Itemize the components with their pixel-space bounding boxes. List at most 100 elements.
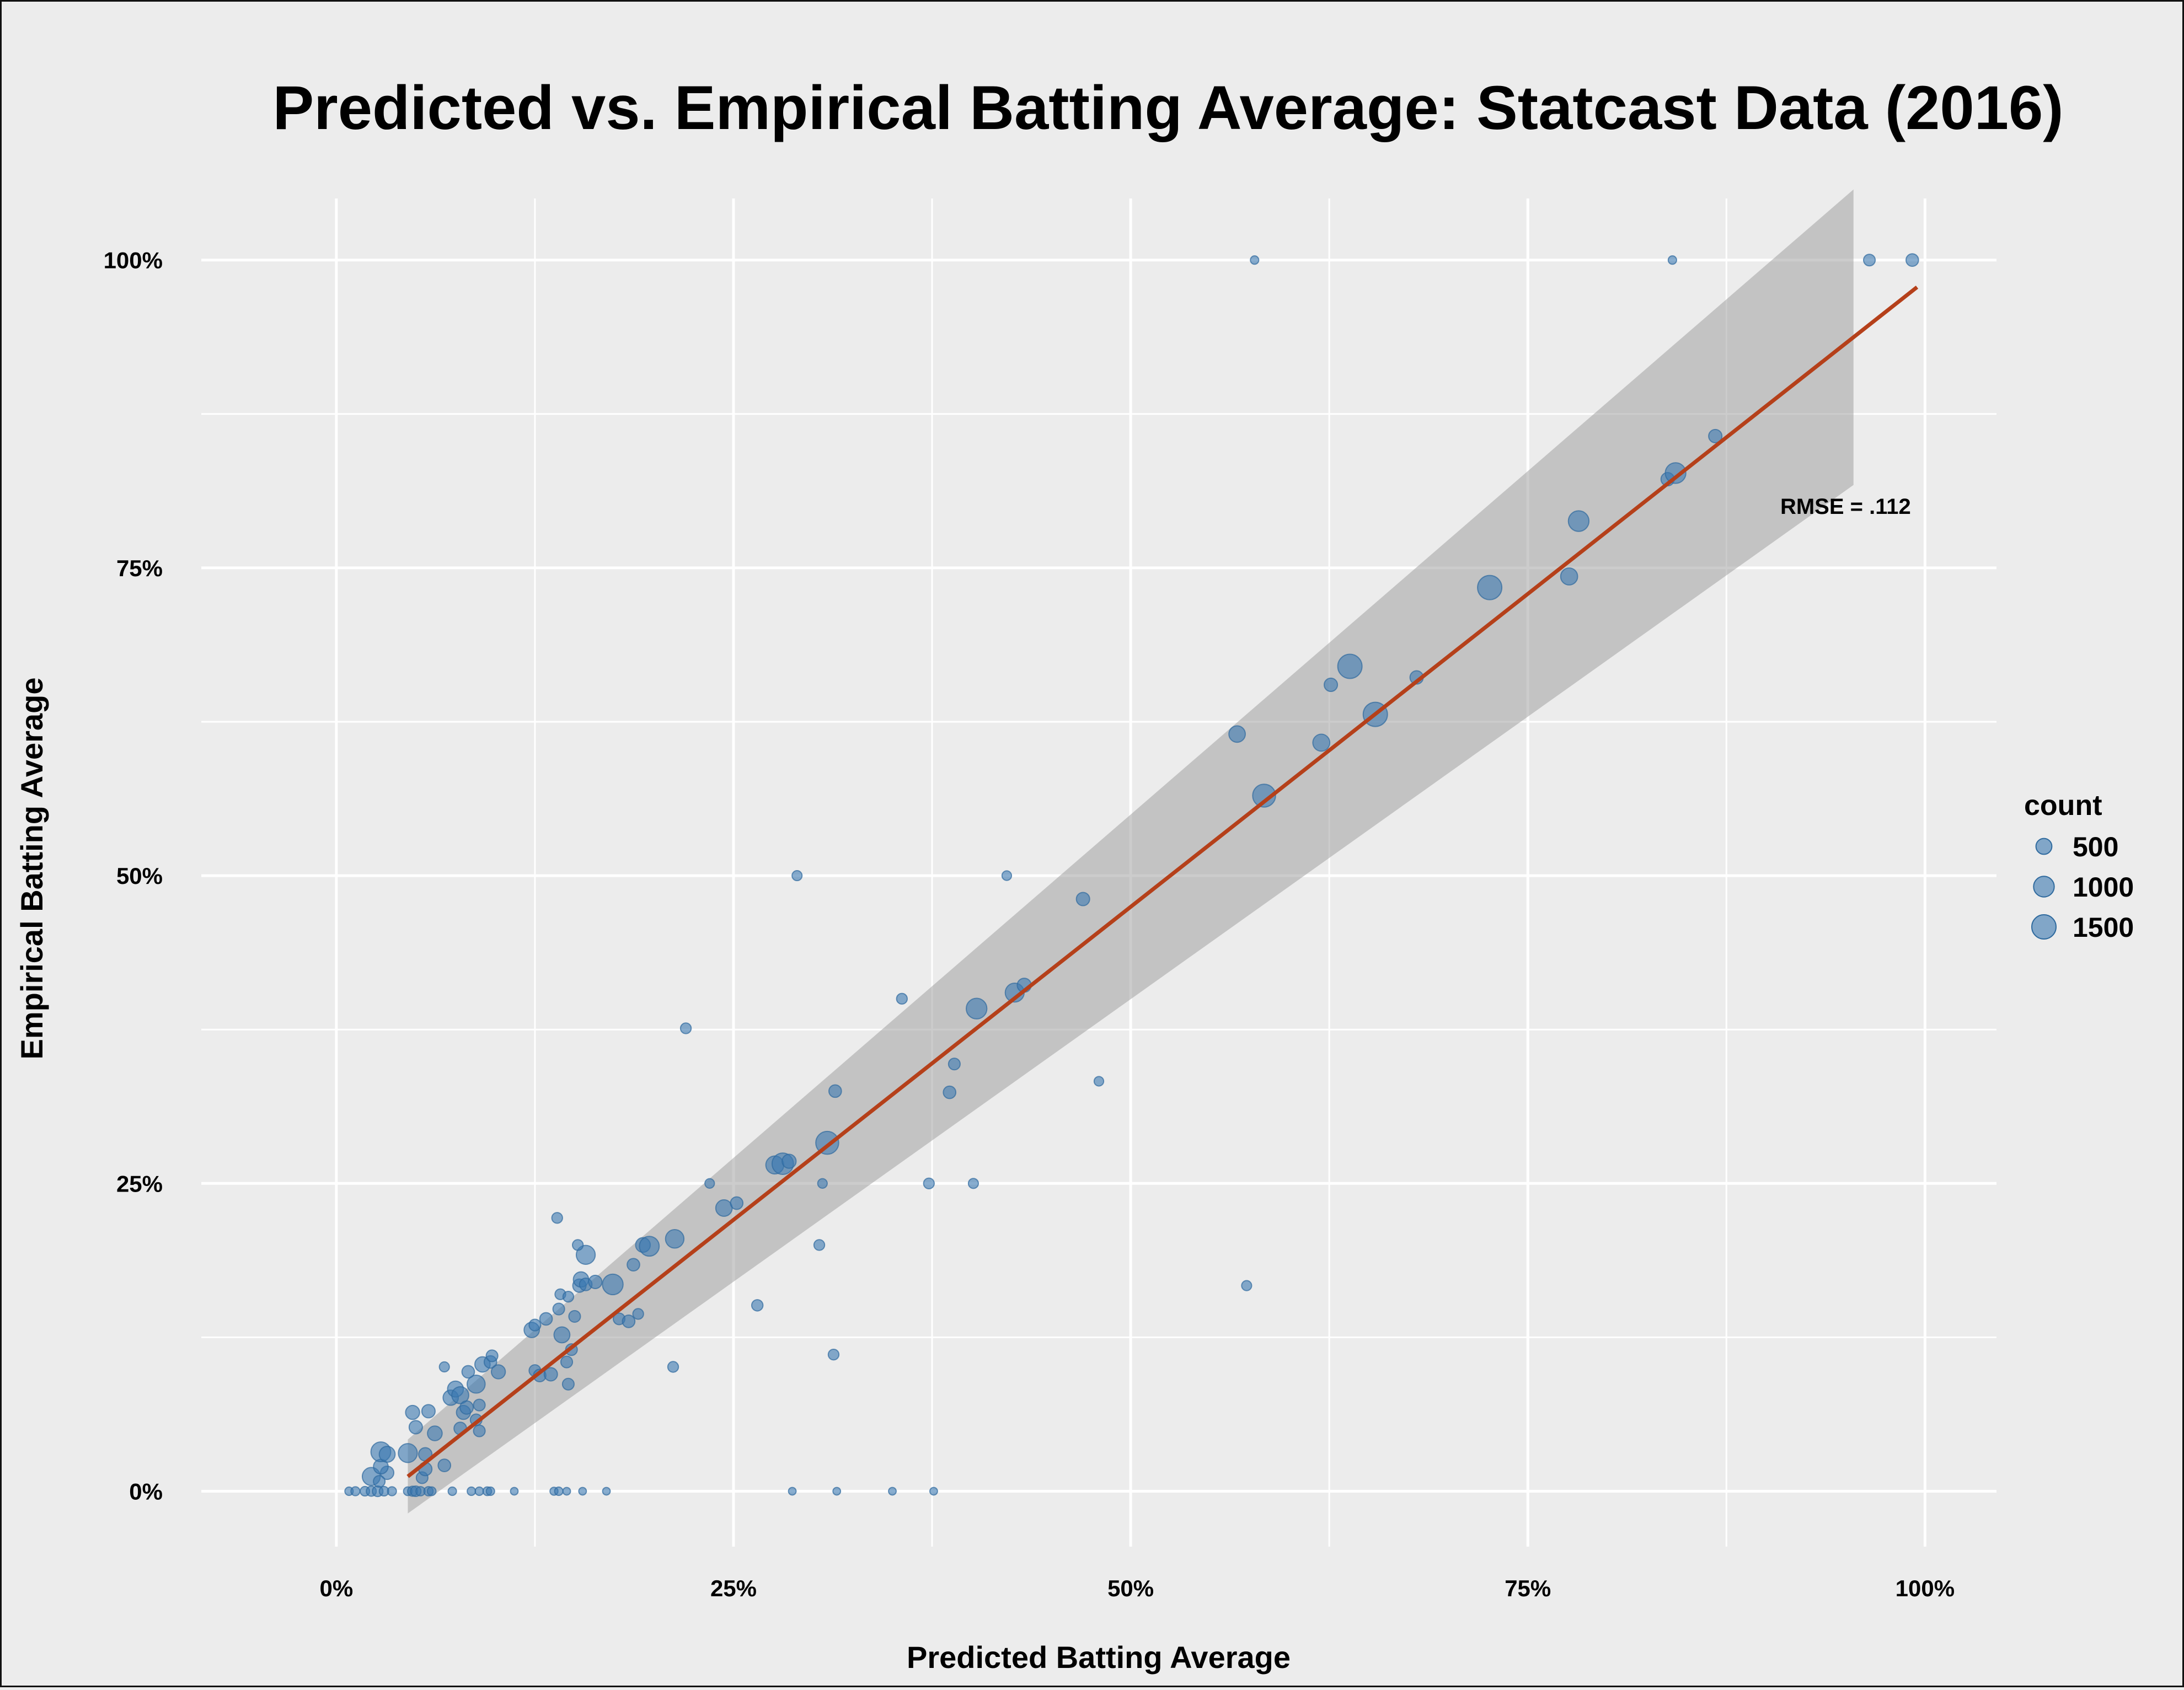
data-point (1337, 653, 1363, 679)
y-tick-label: 0% (129, 1479, 163, 1505)
data-point (1708, 428, 1723, 443)
data-point (568, 1310, 581, 1323)
data-point (461, 1365, 475, 1379)
y-tick-label: 75% (116, 555, 163, 581)
data-point (896, 992, 908, 1005)
x-tick-label: 50% (1107, 1575, 1154, 1601)
data-point (474, 1486, 484, 1496)
data-point (622, 1315, 636, 1328)
data-point (828, 1084, 842, 1098)
data-point (1252, 784, 1276, 808)
data-point (1905, 253, 1919, 267)
data-point (473, 1398, 486, 1412)
regression-line (406, 286, 1919, 1478)
data-point (751, 1299, 764, 1312)
y-tick-label: 100% (104, 248, 163, 273)
legend-key (2031, 914, 2057, 940)
data-point (781, 1154, 797, 1169)
data-point (426, 1486, 437, 1496)
data-point (490, 1364, 506, 1380)
data-point (1324, 677, 1339, 693)
data-point (923, 1177, 935, 1189)
data-point (1228, 725, 1246, 743)
chart-title: Predicted vs. Empirical Batting Average:… (272, 73, 2063, 142)
data-point (539, 1312, 553, 1326)
data-point (667, 1361, 679, 1373)
legend-label: 1000 (2073, 872, 2134, 903)
data-point (387, 1486, 397, 1496)
data-point (551, 1212, 563, 1224)
legend-key (2033, 876, 2055, 898)
data-point (966, 997, 988, 1020)
legend-key (2035, 838, 2053, 855)
data-point (554, 1486, 564, 1496)
data-point (447, 1486, 457, 1496)
data-point (813, 1239, 826, 1251)
legend-label: 1500 (2073, 912, 2134, 943)
data-point (398, 1443, 418, 1463)
x-axis-title: Predicted Batting Average (907, 1640, 1291, 1675)
scatter-points (344, 253, 1919, 1498)
data-point (528, 1318, 542, 1332)
confidence-band-layer (408, 189, 1854, 1514)
data-point (788, 1487, 797, 1496)
data-point (562, 1487, 571, 1496)
x-tick-label: 100% (1896, 1575, 1955, 1601)
data-point (929, 1487, 938, 1496)
data-point (553, 1326, 571, 1344)
data-point (602, 1273, 624, 1296)
data-point (1477, 575, 1503, 600)
data-point (948, 1058, 961, 1071)
data-point (408, 1420, 423, 1435)
data-point (421, 1404, 436, 1419)
data-point (575, 1244, 596, 1265)
data-point (543, 1367, 558, 1382)
data-point (467, 1486, 477, 1496)
data-point (451, 1386, 469, 1404)
data-point (1075, 892, 1090, 906)
legend-label: 500 (2073, 831, 2118, 862)
data-point (715, 1199, 733, 1217)
data-point (967, 1178, 979, 1189)
legend: count 500 1000 1500 (2024, 790, 2134, 943)
data-point (817, 1178, 828, 1189)
data-point (405, 1404, 420, 1420)
data-point (832, 1487, 842, 1496)
rmse-annotation: RMSE = .112 (1780, 495, 1911, 519)
x-tick-label: 25% (710, 1575, 757, 1601)
x-tick-label: 0% (319, 1575, 353, 1601)
data-point (378, 1446, 396, 1463)
data-point (427, 1425, 443, 1441)
data-point (1560, 567, 1578, 586)
data-point (704, 1178, 715, 1189)
data-point (350, 1486, 361, 1496)
legend-title: count (2024, 790, 2102, 822)
data-point (467, 1374, 486, 1394)
data-point (730, 1196, 744, 1210)
data-point (561, 1377, 575, 1391)
data-point (1312, 733, 1331, 752)
data-point (791, 870, 803, 882)
data-point (485, 1486, 495, 1496)
data-point (459, 1400, 474, 1415)
data-point (578, 1487, 587, 1496)
data-point (627, 1258, 640, 1272)
data-point (1001, 870, 1013, 881)
data-point (373, 1475, 386, 1488)
data-point (485, 1349, 499, 1362)
data-point (665, 1229, 685, 1249)
data-point (1250, 255, 1260, 265)
data-point (1862, 254, 1876, 267)
data-point (571, 1239, 584, 1251)
data-point (562, 1291, 575, 1303)
data-point (1664, 462, 1687, 484)
confidence-band (408, 189, 1854, 1514)
data-point (1093, 1076, 1105, 1087)
tick-labels: 0% 25% 50% 75% 100% 0% 25% 50% 75% 100% (104, 248, 1955, 1601)
data-point (632, 1308, 644, 1320)
data-point (588, 1274, 603, 1289)
data-point (510, 1487, 519, 1496)
